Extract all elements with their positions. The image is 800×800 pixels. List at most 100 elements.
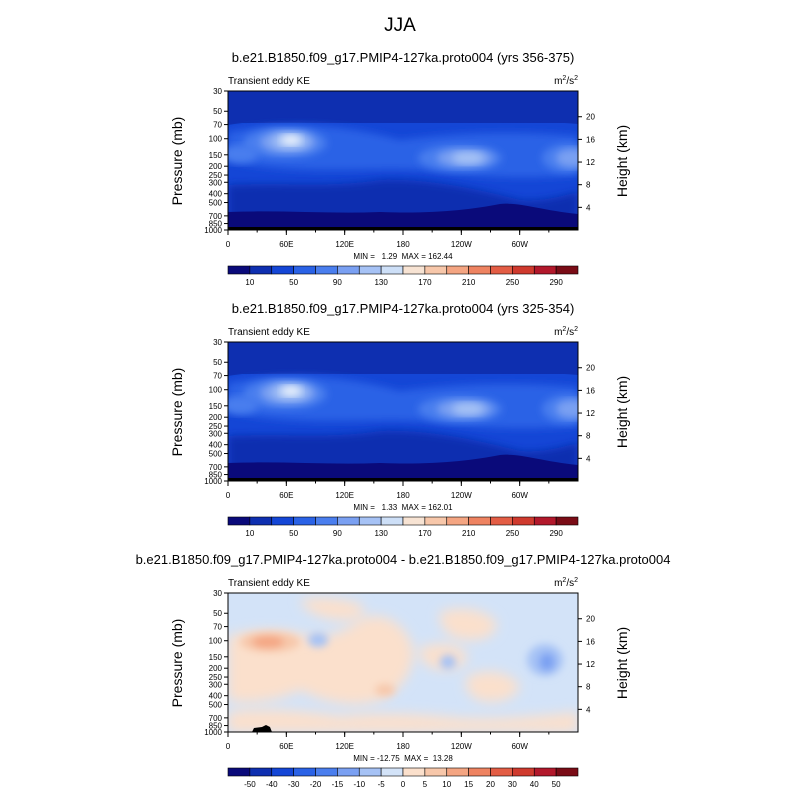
colorbar-box xyxy=(468,516,491,526)
x-tick-label: 120W xyxy=(451,491,472,500)
colorbar-box xyxy=(424,265,448,275)
y-tick-label: 700 xyxy=(209,212,223,221)
panel-3-x-axis: 0 60E 120E 180 120W 60W xyxy=(226,732,550,751)
panel-2-ylabel: Pressure (mb) xyxy=(169,368,185,457)
y-tick-label: 50 xyxy=(213,609,222,618)
y-tick-label: 500 xyxy=(209,701,223,710)
y-tick-label: 100 xyxy=(209,637,223,646)
x-tick-label: 120E xyxy=(335,491,354,500)
y-tick-label: 400 xyxy=(209,441,223,450)
colorbar-box xyxy=(271,767,294,777)
panel-3-units: m2/s2 xyxy=(554,577,578,589)
y-tick-label: 150 xyxy=(209,653,223,662)
panel-2: b.e21.B1850.f09_g17.PMIP4-127ka.proto004… xyxy=(169,301,630,538)
colorbar-label: 290 xyxy=(549,529,563,538)
panel-3-title: b.e21.B1850.f09_g17.PMIP4-127ka.proto004… xyxy=(136,552,671,567)
y-tick-label: 250 xyxy=(209,422,223,431)
panel-1-colorbar: 10 50 90 130 170 210 250 290 xyxy=(227,265,579,287)
colorbar-box xyxy=(402,516,426,526)
panel-2-title: b.e21.B1850.f09_g17.PMIP4-127ka.proto004… xyxy=(232,301,575,316)
colorbar-label: 90 xyxy=(333,529,342,538)
y-right-tick-label: 12 xyxy=(586,660,595,669)
y-right-tick-label: 12 xyxy=(586,158,595,167)
y-tick-label: 400 xyxy=(209,692,223,701)
y-tick-label: 70 xyxy=(213,372,222,381)
colorbar-label: -40 xyxy=(266,780,278,789)
colorbar-label: 290 xyxy=(549,278,563,287)
colorbar-label: 50 xyxy=(289,278,298,287)
colorbar-label: 210 xyxy=(462,529,476,538)
colorbar-label: -15 xyxy=(332,780,344,789)
panel-2-stats: MIN = 1.33 MAX = 162.01 xyxy=(353,503,453,512)
x-tick-label: 0 xyxy=(226,240,231,249)
x-tick-label: 60W xyxy=(511,240,528,249)
y-tick-label: 150 xyxy=(209,402,223,411)
colorbar-box xyxy=(315,767,338,777)
y-tick-label: 1000 xyxy=(204,226,222,235)
y-right-tick-label: 8 xyxy=(586,181,591,190)
y-tick-label: 30 xyxy=(213,589,222,598)
panel-1: b.e21.B1850.f09_g17.PMIP4-127ka.proto004… xyxy=(169,50,630,287)
panel-1-stats: MIN = 1.29 MAX = 162.44 xyxy=(353,252,453,261)
y-right-tick-label: 20 xyxy=(586,113,595,122)
x-tick-label: 60E xyxy=(279,491,293,500)
y-tick-label: 700 xyxy=(209,463,223,472)
y-tick-label: 700 xyxy=(209,714,223,723)
colorbar-label: 90 xyxy=(333,278,342,287)
x-tick-label: 60W xyxy=(511,742,528,751)
y-tick-label: 100 xyxy=(209,135,223,144)
colorbar-label: 50 xyxy=(552,780,561,789)
x-tick-label: 0 xyxy=(226,491,231,500)
panel-1-y-right-axis: 20 16 12 8 4 xyxy=(578,113,595,212)
colorbar-label: -5 xyxy=(378,780,386,789)
y-tick-label: 30 xyxy=(213,87,222,96)
colorbar-box xyxy=(293,767,316,777)
y-tick-label: 50 xyxy=(213,107,222,116)
x-tick-label: 180 xyxy=(396,491,410,500)
colorbar-label: -50 xyxy=(244,780,256,789)
colorbar-box xyxy=(315,516,338,526)
colorbar-box xyxy=(490,767,513,777)
panel-3-ylabel-right: Height (km) xyxy=(614,627,630,699)
colorbar-label: 170 xyxy=(418,278,432,287)
y-tick-label: 200 xyxy=(209,162,223,171)
colorbar-box xyxy=(468,265,491,275)
y-right-tick-label: 4 xyxy=(586,454,591,463)
colorbar-box xyxy=(380,516,404,526)
colorbar-box xyxy=(533,265,557,275)
panel-1-title: b.e21.B1850.f09_g17.PMIP4-127ka.proto004… xyxy=(232,50,575,65)
colorbar-box xyxy=(402,265,426,275)
panel-2-units: m2/s2 xyxy=(554,326,578,338)
y-tick-label: 300 xyxy=(209,178,223,187)
colorbar-box xyxy=(293,265,316,275)
y-right-tick-label: 12 xyxy=(586,409,595,418)
x-tick-label: 120W xyxy=(451,742,472,751)
colorbar-box xyxy=(512,767,535,777)
colorbar-label: -20 xyxy=(310,780,322,789)
x-tick-label: 60W xyxy=(511,491,528,500)
y-tick-label: 850 xyxy=(209,722,223,731)
colorbar-box xyxy=(227,767,251,777)
y-tick-label: 300 xyxy=(209,429,223,438)
colorbar-box xyxy=(490,516,513,526)
colorbar-label: 15 xyxy=(464,780,473,789)
colorbar-label: 30 xyxy=(508,780,517,789)
panel-2-contour-field xyxy=(228,342,578,481)
panel-1-ylabel: Pressure (mb) xyxy=(169,117,185,206)
colorbar-box xyxy=(490,265,513,275)
colorbar-box xyxy=(249,516,273,526)
colorbar-box xyxy=(512,265,535,275)
figure-title: JJA xyxy=(384,15,416,36)
y-tick-label: 50 xyxy=(213,358,222,367)
y-tick-label: 150 xyxy=(209,151,223,160)
y-right-tick-label: 4 xyxy=(586,203,591,212)
x-tick-label: 60E xyxy=(279,742,293,751)
panel-3-y-right-axis: 20 16 12 8 4 xyxy=(578,615,595,714)
panel-2-x-axis: 0 60E 120E 180 120W 60W xyxy=(226,481,550,500)
panel-1-ylabel-right: Height (km) xyxy=(614,125,630,197)
y-tick-label: 30 xyxy=(213,338,222,347)
colorbar-box xyxy=(380,767,404,777)
colorbar-label: 250 xyxy=(506,278,520,287)
